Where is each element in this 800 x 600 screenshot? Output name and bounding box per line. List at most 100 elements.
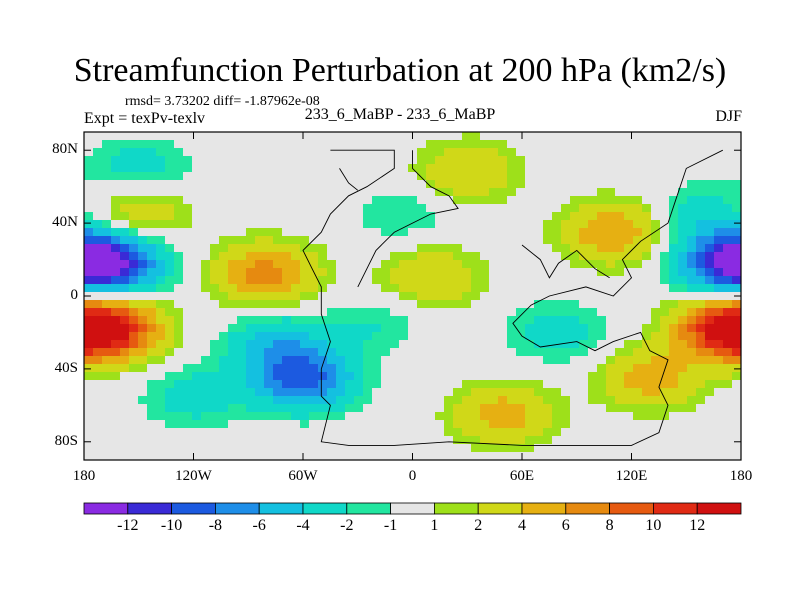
field-cell	[507, 196, 517, 205]
field-cell	[201, 148, 211, 157]
field-cell	[507, 292, 517, 301]
field-cell	[597, 276, 607, 285]
field-cell	[696, 140, 706, 149]
field-cell	[309, 300, 319, 309]
field-cell	[273, 348, 283, 357]
field-cell	[192, 356, 202, 365]
field-cell	[246, 404, 256, 413]
field-cell	[345, 332, 355, 341]
field-cell	[552, 252, 562, 261]
field-cell	[534, 148, 544, 157]
field-cell	[552, 348, 562, 357]
field-cell	[255, 148, 265, 157]
field-cell	[516, 356, 526, 365]
field-cell	[291, 236, 301, 245]
field-cell	[417, 284, 427, 293]
field-cell	[282, 236, 292, 245]
field-cell	[588, 308, 598, 317]
field-cell	[408, 428, 418, 437]
field-cell	[129, 436, 139, 445]
field-cell	[426, 212, 436, 221]
field-cell	[525, 156, 535, 165]
field-cell	[156, 300, 166, 309]
field-cell	[282, 412, 292, 421]
field-cell	[660, 292, 670, 301]
field-cell	[183, 356, 193, 365]
field-cell	[327, 284, 337, 293]
field-cell	[561, 132, 571, 141]
field-cell	[336, 244, 346, 253]
field-cell	[462, 380, 472, 389]
field-cell	[93, 436, 103, 445]
field-cell	[291, 292, 301, 301]
field-cell	[291, 412, 301, 421]
field-cell	[651, 396, 661, 405]
field-cell	[246, 364, 256, 373]
field-cell	[525, 260, 535, 269]
field-cell	[192, 164, 202, 173]
field-cell	[606, 260, 616, 269]
field-cell	[732, 252, 741, 261]
field-cell	[444, 140, 454, 149]
field-cell	[435, 252, 445, 261]
field-cell	[534, 396, 544, 405]
field-cell	[102, 372, 112, 381]
field-cell	[174, 292, 184, 301]
field-cell	[408, 300, 418, 309]
field-cell	[93, 324, 103, 333]
field-cell	[633, 284, 643, 293]
field-cell	[597, 228, 607, 237]
field-cell	[723, 156, 733, 165]
field-cell	[399, 172, 409, 181]
field-cell	[345, 436, 355, 445]
field-cell	[498, 348, 508, 357]
field-cell	[606, 276, 616, 285]
field-cell	[165, 436, 175, 445]
field-cell	[336, 180, 346, 189]
field-cell	[597, 164, 607, 173]
field-cell	[363, 172, 373, 181]
field-cell	[228, 260, 238, 269]
field-cell	[363, 396, 373, 405]
field-cell	[471, 364, 481, 373]
field-cell	[525, 244, 535, 253]
field-cell	[498, 276, 508, 285]
field-cell	[624, 220, 634, 229]
field-cell	[390, 412, 400, 421]
field-cell	[84, 140, 94, 149]
field-cell	[84, 188, 94, 197]
field-cell	[93, 340, 103, 349]
field-cell	[111, 388, 121, 397]
field-cell	[183, 316, 193, 325]
field-cell	[129, 452, 139, 460]
field-cell	[516, 252, 526, 261]
field-cell	[327, 244, 337, 253]
field-cell	[606, 212, 616, 221]
colorbar-swatch	[127, 502, 173, 515]
field-cell	[219, 428, 229, 437]
field-cell	[399, 300, 409, 309]
field-cell	[291, 396, 301, 405]
field-cell	[210, 428, 220, 437]
field-cell	[471, 180, 481, 189]
field-cell	[417, 316, 427, 325]
field-cell	[471, 340, 481, 349]
field-cell	[372, 164, 382, 173]
field-cell	[264, 396, 274, 405]
field-cell	[552, 172, 562, 181]
field-cell	[282, 348, 292, 357]
field-cell	[399, 396, 409, 405]
field-cell	[156, 420, 166, 429]
field-cell	[426, 396, 436, 405]
field-cell	[588, 372, 598, 381]
field-cell	[417, 156, 427, 165]
field-cell	[183, 372, 193, 381]
field-cell	[255, 428, 265, 437]
field-cell	[363, 444, 373, 453]
field-cell	[435, 340, 445, 349]
field-cell	[210, 148, 220, 157]
field-cell	[273, 420, 283, 429]
field-cell	[363, 148, 373, 157]
field-cell	[282, 204, 292, 213]
